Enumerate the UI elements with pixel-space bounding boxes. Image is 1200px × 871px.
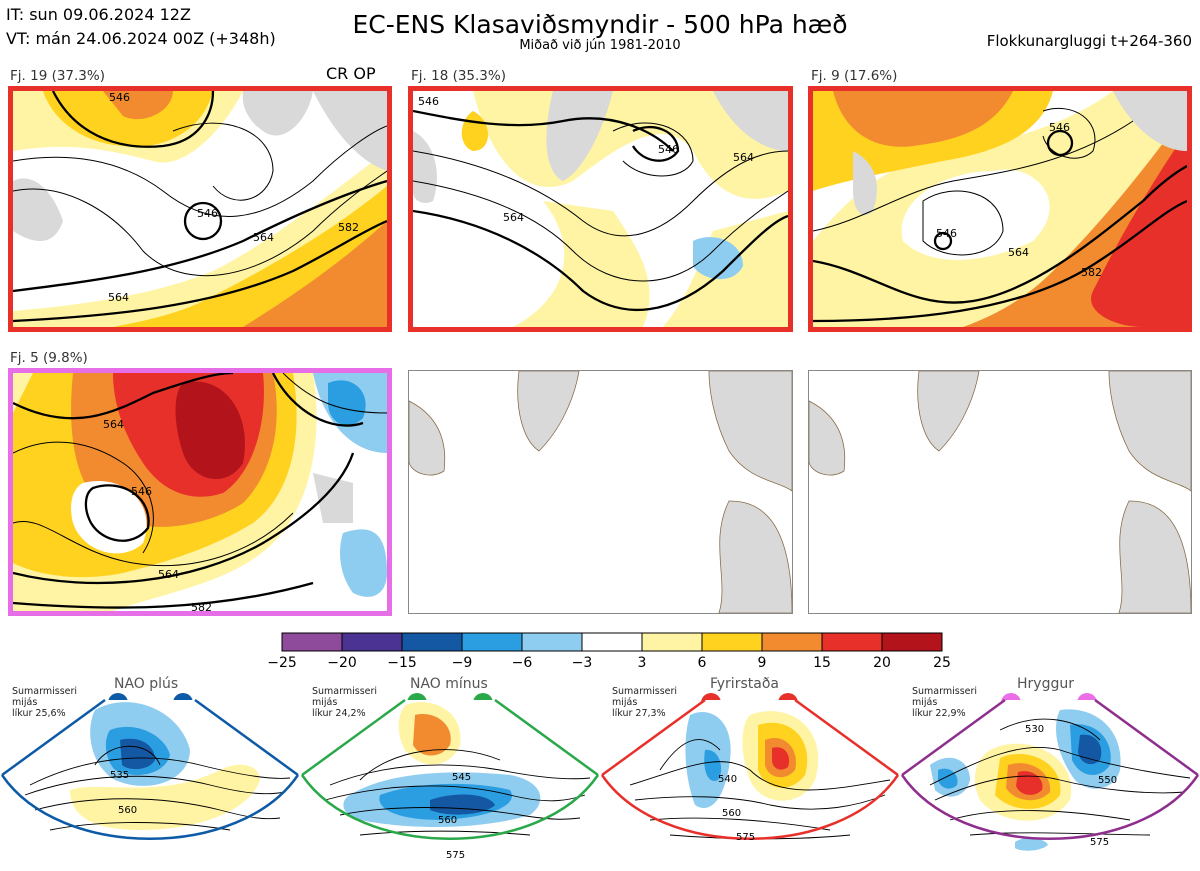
contour-label: 546 (109, 91, 130, 104)
contour-label: 546 (936, 227, 957, 240)
colorbar-tick-label: −25 (267, 655, 297, 671)
regime-note-line: líkur 22,9% (912, 708, 966, 719)
regime-note: Sumarmisseri mijás líkur 24,2% (312, 686, 377, 719)
regime-title: NAO mínus (410, 676, 488, 692)
colorbar-tick-label: 20 (873, 655, 891, 671)
regime-ridge: Hryggur Sumarmisseri mijás líkur 22,9% 5… (900, 670, 1200, 870)
regime-nao-minus: NAO mínus Sumarmisseri mijás líkur 24,2%… (300, 670, 600, 870)
contour-label: 546 (131, 485, 152, 498)
colorbar-tick-label: 6 (697, 655, 707, 671)
regime-note-line: mijás (612, 697, 638, 708)
regime-contour-label: 530 (1025, 724, 1044, 735)
colorbar-tick-label: −9 (451, 655, 473, 671)
colorbar-tick-label: 9 (757, 655, 767, 671)
colorbar-swatch (401, 632, 463, 652)
cluster-map-1: 546 564 582 546 564 (8, 86, 392, 332)
contour-label: 582 (338, 221, 359, 234)
empty-cluster-map-6 (808, 370, 1192, 614)
regime-note-line: mijás (912, 697, 938, 708)
colorbar-swatch (461, 632, 523, 652)
cluster-label-2: Fj. 18 (35.3%) (411, 68, 506, 84)
regime-contour-label: 540 (718, 774, 737, 785)
colorbar-swatch (641, 632, 703, 652)
regime-note-line: Sumarmisseri (912, 686, 978, 697)
regime-note-line: líkur 25,6% (12, 708, 66, 719)
colorbar-swatch (701, 632, 763, 652)
contour-label: 582 (191, 601, 212, 611)
colorbar-tick-label: −15 (387, 655, 417, 671)
contour-label: 546 (197, 207, 218, 220)
regime-contour-label: 535 (110, 770, 129, 781)
regime-contour-label: 575 (1090, 837, 1109, 848)
colorbar (281, 632, 943, 652)
page-subtitle: Miðað við jún 1981-2010 (519, 38, 681, 53)
empty-cluster-map-5 (408, 370, 793, 614)
contour-label: 564 (503, 211, 524, 224)
valid-time: VT: mán 24.06.2024 00Z (+348h) (6, 29, 276, 48)
colorbar-tick-label: −3 (571, 655, 593, 671)
colorbar-swatch (281, 632, 343, 652)
contour-label: 564 (733, 151, 754, 164)
regime-title: Fyrirstaða (710, 676, 779, 692)
regime-note-line: mijás (12, 697, 38, 708)
regime-note: Sumarmisseri mijás líkur 25,6% (12, 686, 77, 719)
regime-note-line: Sumarmisseri (312, 686, 378, 697)
page-title: EC-ENS Klasaviðsmyndir - 500 hPa hæð (352, 10, 848, 39)
contour-label: 564 (158, 568, 179, 581)
regime-title: Hryggur (1017, 676, 1074, 692)
regime-note-line: Sumarmisseri (12, 686, 78, 697)
colorbar-swatch (341, 632, 403, 652)
cluster-map-4: 564 546 564 582 (8, 368, 392, 616)
cluster-map-2: 546 564 546 564 (408, 86, 793, 332)
regime-contour-label: 560 (118, 805, 137, 816)
regime-note: Sumarmisseri mijás líkur 27,3% (612, 686, 677, 719)
colorbar-swatch (521, 632, 583, 652)
contour-label: 564 (103, 418, 124, 431)
regime-note: Sumarmisseri mijás líkur 22,9% (912, 686, 977, 719)
cluster-label-4: Fj. 5 (9.8%) (10, 350, 88, 366)
contour-label: 546 (1049, 121, 1070, 134)
colorbar-swatch (761, 632, 823, 652)
contour-label: 582 (1081, 266, 1102, 279)
colorbar-tick-label: 3 (637, 655, 647, 671)
regime-note-line: mijás (312, 697, 338, 708)
regime-note-line: Sumarmisseri (612, 686, 678, 697)
regime-note-line: líkur 27,3% (612, 708, 666, 719)
regime-contour-label: 550 (1098, 775, 1117, 786)
issue-time: IT: sun 09.06.2024 12Z (6, 5, 191, 24)
cluster-label-3: Fj. 9 (17.6%) (811, 68, 898, 84)
contour-label: 546 (658, 143, 679, 156)
contour-label: 564 (1008, 246, 1029, 259)
colorbar-swatch (581, 632, 643, 652)
cluster-tag-1: CR OP (326, 64, 376, 83)
cluster-label-1: Fj. 19 (37.3%) (10, 68, 105, 84)
contour-label: 564 (253, 231, 274, 244)
colorbar-tick-label: −6 (511, 655, 533, 671)
colorbar-tick-label: 15 (813, 655, 831, 671)
classification-window: Flokkunargluggi t+264-360 (986, 32, 1192, 50)
colorbar-swatch (821, 632, 883, 652)
regime-contour-label: 575 (736, 832, 755, 843)
regime-contour-label: 575 (446, 850, 465, 861)
colorbar-tick-label: 25 (933, 655, 951, 671)
contour-label: 546 (418, 95, 439, 108)
regime-contour-label: 560 (438, 815, 457, 826)
regime-note-line: líkur 24,2% (312, 708, 366, 719)
regime-contour-label: 560 (722, 808, 741, 819)
regime-nao-plus: NAO plús Sumarmisseri mijás líkur 25,6% … (0, 670, 300, 870)
regime-title: NAO plús (114, 676, 179, 692)
colorbar-tick-label: −20 (327, 655, 357, 671)
colorbar-swatch (881, 632, 943, 652)
cluster-map-3: 546 546 564 582 (808, 86, 1192, 332)
regime-blocking: Fyrirstaða Sumarmisseri mijás líkur 27,3… (600, 670, 900, 870)
contour-label: 564 (108, 291, 129, 304)
regime-contour-label: 545 (452, 772, 471, 783)
